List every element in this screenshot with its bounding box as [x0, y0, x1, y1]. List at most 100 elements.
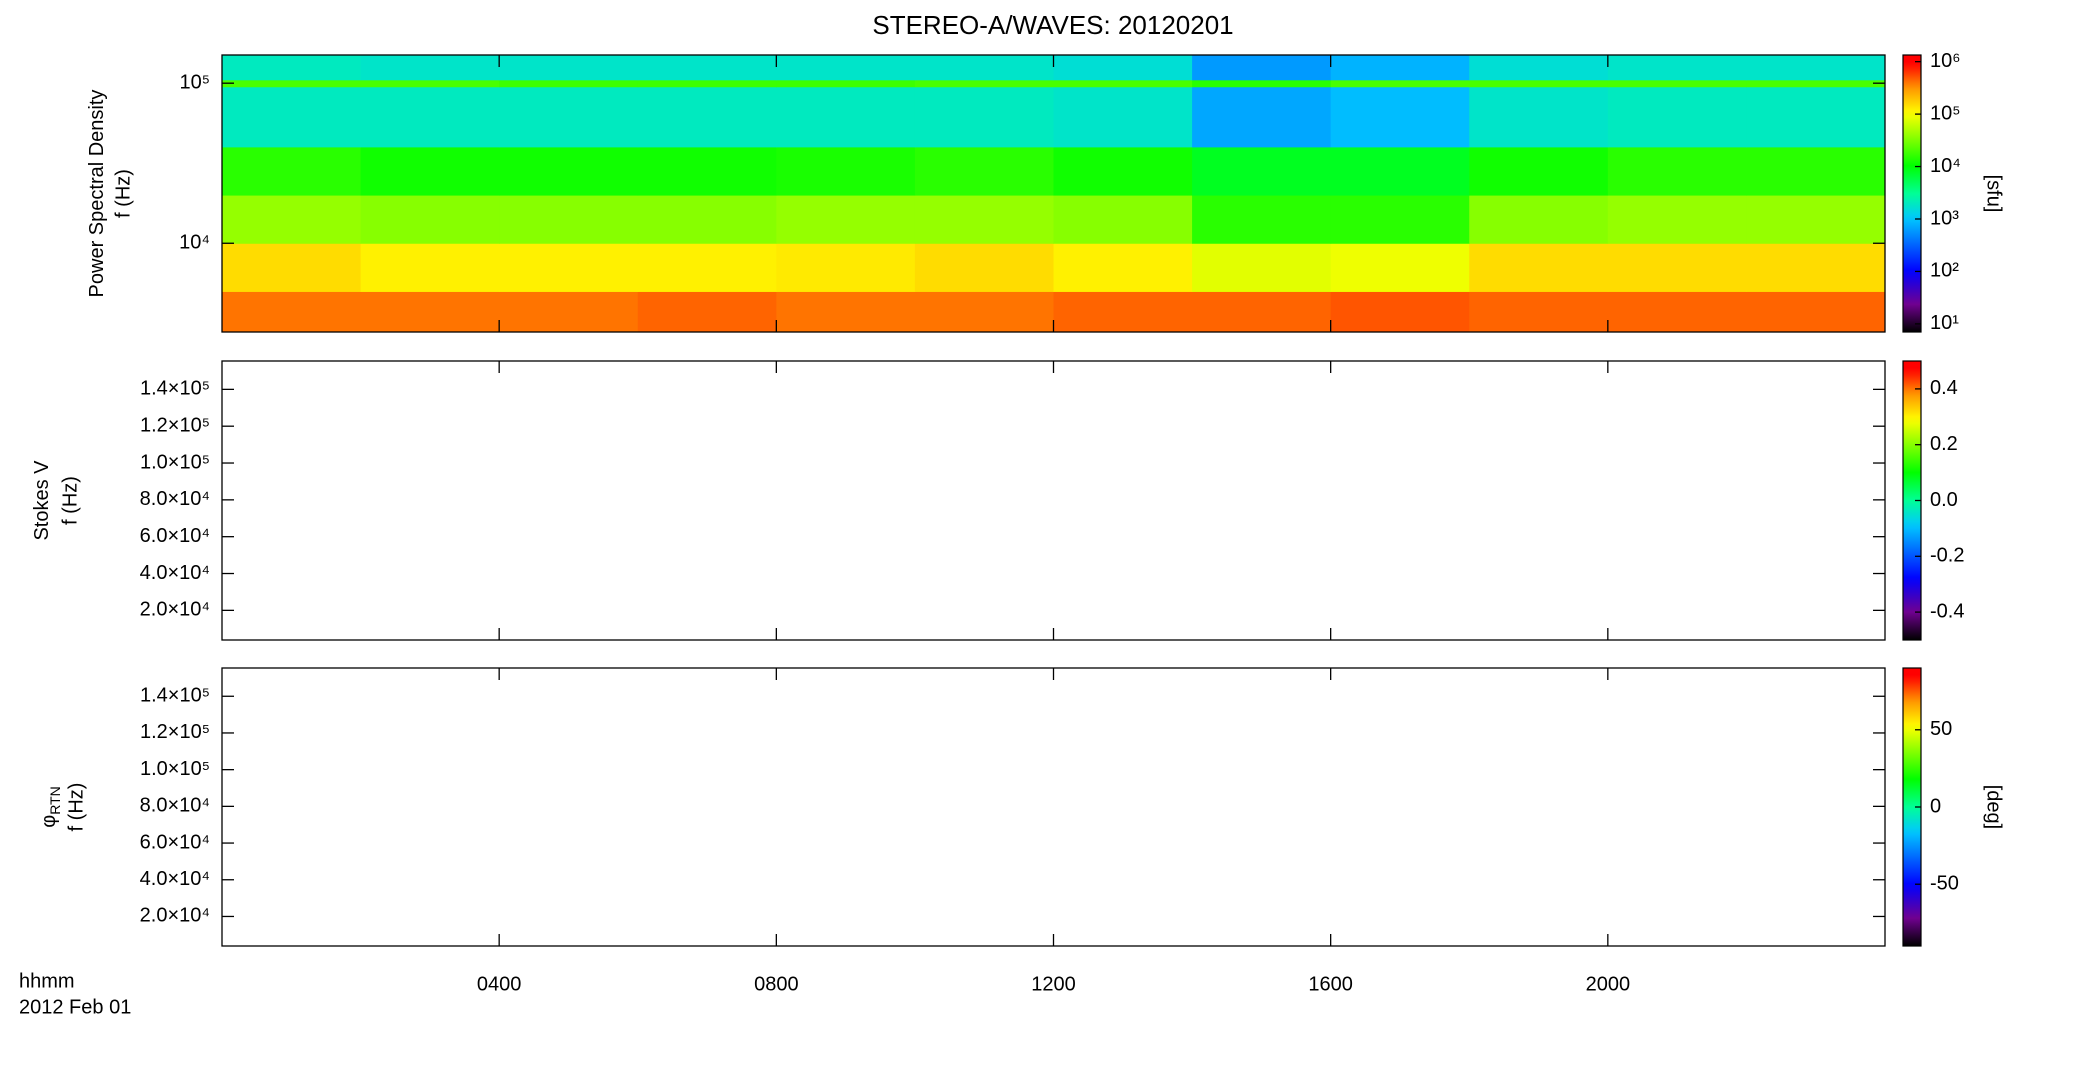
- heatmap-cell: [360, 55, 500, 81]
- colorbar-tick-label: 0.0: [1930, 489, 1958, 511]
- colorbar-tick-label: 0: [1930, 795, 1941, 817]
- heatmap-cell: [776, 243, 916, 292]
- heatmap-cell: [1053, 243, 1193, 292]
- colorbar-label: [sfu]: [1983, 175, 2005, 213]
- heatmap-cell: [1192, 195, 1332, 244]
- heatmap-cell: [1192, 55, 1332, 81]
- y-axis-label-sub: RTN: [47, 786, 63, 815]
- heatmap-cell: [914, 79, 1054, 88]
- colorbar-tick-label: 0.4: [1930, 377, 1958, 399]
- heatmap-cell: [499, 243, 639, 292]
- x-tick-label: 1600: [1308, 973, 1353, 995]
- heatmap-cell: [499, 55, 639, 81]
- heatmap-cell: [222, 291, 362, 333]
- heatmap-cell: [1330, 79, 1470, 88]
- heatmap-cell: [776, 146, 916, 196]
- heatmap-cell: [1607, 195, 1747, 244]
- heatmap-cell: [1469, 291, 1609, 333]
- y-tick-label: 10⁴: [179, 232, 210, 254]
- heatmap-cell: [1746, 146, 1886, 196]
- y-tick-label: 1.4×10⁵: [140, 378, 210, 400]
- y-tick-label: 8.0×10⁴: [140, 795, 210, 817]
- y-axis-label-2: f (Hz): [59, 476, 81, 525]
- heatmap-cell: [1469, 146, 1609, 196]
- colorbar-tick-label: -0.4: [1930, 600, 1964, 622]
- heatmap-cell: [1469, 55, 1609, 81]
- x-tick-label: 2000: [1586, 973, 1631, 995]
- heatmap-cell: [1053, 79, 1193, 88]
- heatmap-cell: [360, 291, 500, 333]
- heatmap-cell: [222, 195, 362, 244]
- heatmap-cell: [1192, 79, 1332, 88]
- heatmap-cell: [1053, 291, 1193, 333]
- y-tick-label: 2.0×10⁴: [140, 905, 210, 927]
- heatmap-cell: [637, 79, 777, 88]
- heatmap-cell: [1469, 79, 1609, 88]
- heatmap-cell: [499, 146, 639, 196]
- heatmap-cell: [222, 86, 362, 148]
- colorbar: [1902, 54, 1922, 333]
- y-axis-label: Power Spectral Density: [86, 90, 108, 298]
- x-tick-label: 0800: [754, 973, 799, 995]
- heatmap-cell: [360, 146, 500, 196]
- y-axis-label-text: Power Spectral Density: [86, 90, 108, 298]
- heatmap-cell: [360, 195, 500, 244]
- colorbar-tick-label: 10¹: [1930, 312, 1959, 334]
- heatmap-cell: [499, 79, 639, 88]
- colorbar-tick-label: 0.2: [1930, 433, 1958, 455]
- colorbar-tick-label: 10²: [1930, 260, 1959, 282]
- y-tick-label: 1.2×10⁵: [140, 414, 210, 436]
- y-tick-label: 1.0×10⁵: [140, 451, 210, 473]
- heatmap-cell: [1330, 243, 1470, 292]
- heatmap-cell: [1746, 55, 1886, 81]
- heatmap-cell: [637, 146, 777, 196]
- colorbar-tick-label: 50: [1930, 718, 1952, 740]
- heatmap-cell: [499, 195, 639, 244]
- heatmap-cell: [637, 291, 777, 333]
- heatmap-cell: [1746, 291, 1886, 333]
- heatmap-cell: [637, 243, 777, 292]
- heatmap-cell: [914, 55, 1054, 81]
- heatmap-cell: [360, 86, 500, 148]
- x-axis-label: hhmm: [19, 970, 75, 992]
- heatmap-cell: [499, 291, 639, 333]
- heatmap-cell: [1746, 79, 1886, 88]
- colorbar-tick-label: 10⁵: [1930, 102, 1961, 124]
- heatmap-cell: [1192, 86, 1332, 148]
- heatmap-cell: [1053, 86, 1193, 148]
- heatmap-cell: [1469, 86, 1609, 148]
- heatmap-cell: [914, 243, 1054, 292]
- chart-title: STEREO-A/WAVES: 20120201: [872, 10, 1233, 40]
- heatmap-cell: [222, 55, 362, 81]
- heatmap-cell: [360, 79, 500, 88]
- heatmap-cell: [1746, 86, 1886, 148]
- y-tick-label: 4.0×10⁴: [140, 868, 210, 890]
- heatmap-cell: [1053, 55, 1193, 81]
- heatmap-cell: [776, 55, 916, 81]
- y-tick-label: 2.0×10⁴: [140, 599, 210, 621]
- colorbar-tick-label: 10³: [1930, 207, 1959, 229]
- y-axis-label: Stokes V: [31, 460, 53, 541]
- plot-frame: [221, 667, 1886, 947]
- y-tick-label: 10⁵: [179, 71, 210, 93]
- heatmap-cell: [914, 291, 1054, 333]
- y-axis-label-2: f (Hz): [112, 169, 134, 218]
- y-axis-label-2: f (Hz): [65, 783, 87, 832]
- heatmap-cell: [776, 86, 916, 148]
- y-tick-label: 6.0×10⁴: [140, 525, 210, 547]
- heatmap-cell: [637, 86, 777, 148]
- y-tick-label: 1.2×10⁵: [140, 721, 210, 743]
- heatmap-cell: [1192, 291, 1332, 333]
- heatmap-cell: [914, 86, 1054, 148]
- heatmap-cell: [499, 86, 639, 148]
- heatmap-cell: [1607, 86, 1747, 148]
- y-axis-label-text: Stokes V: [31, 460, 53, 541]
- y-tick-label: 1.4×10⁵: [140, 685, 210, 707]
- heatmap-cell: [1330, 195, 1470, 244]
- colorbar-tick-label: -50: [1930, 873, 1959, 895]
- y-axis-label: φRTN: [38, 786, 62, 828]
- heatmap-cell: [360, 243, 500, 292]
- heatmap-cell: [1330, 86, 1470, 148]
- heatmap-cell: [637, 55, 777, 81]
